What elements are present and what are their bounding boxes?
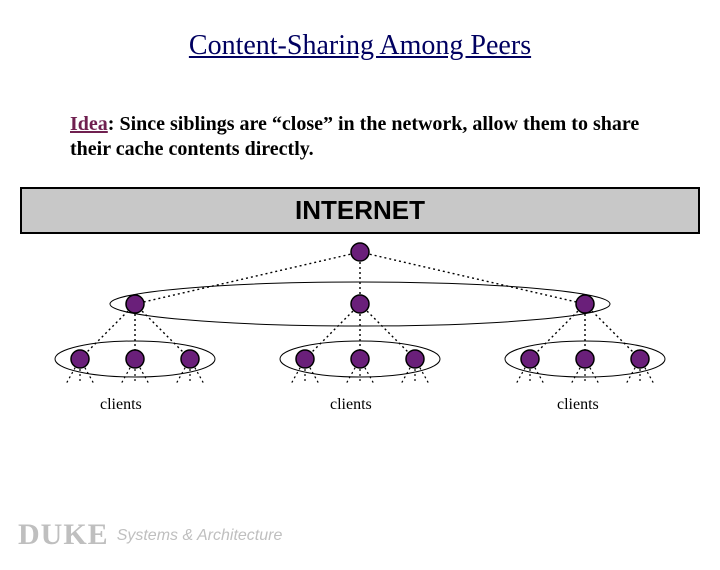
network-diagram: clients clients clients: [0, 234, 720, 434]
idea-paragraph: Idea: Since siblings are “close” in the …: [70, 112, 650, 162]
footer-sub: Systems & Architecture: [117, 527, 283, 545]
clients-label: clients: [330, 396, 372, 414]
footer: DUKE Systems & Architecture: [18, 518, 282, 552]
clients-label: clients: [100, 396, 142, 414]
internet-box: INTERNET: [20, 187, 700, 234]
idea-body: : Since siblings are “close” in the netw…: [70, 113, 639, 160]
clients-label: clients: [557, 396, 599, 414]
footer-duke: DUKE: [18, 518, 109, 552]
page-title: Content-Sharing Among Peers: [0, 30, 720, 62]
idea-label: Idea: [70, 113, 108, 135]
